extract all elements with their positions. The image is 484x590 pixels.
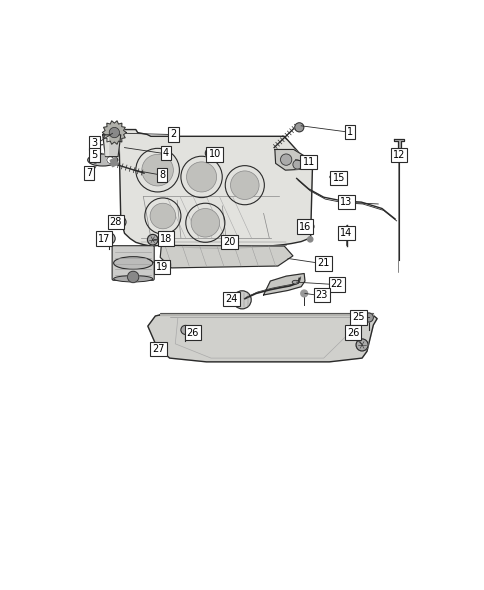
Ellipse shape	[88, 154, 118, 166]
Text: 10: 10	[208, 149, 220, 159]
Text: 4: 4	[163, 148, 168, 158]
Polygon shape	[263, 274, 304, 295]
Polygon shape	[393, 139, 403, 152]
Circle shape	[127, 271, 138, 283]
Text: 16: 16	[298, 221, 310, 231]
Circle shape	[205, 148, 215, 158]
Polygon shape	[148, 315, 377, 362]
Circle shape	[280, 154, 291, 165]
Ellipse shape	[329, 175, 335, 179]
Text: 18: 18	[159, 234, 172, 244]
Polygon shape	[102, 121, 126, 145]
Circle shape	[292, 160, 302, 169]
Text: 26: 26	[346, 327, 359, 337]
Text: 13: 13	[339, 197, 352, 207]
Text: 25: 25	[351, 313, 364, 323]
Text: 27: 27	[152, 344, 164, 353]
Circle shape	[109, 127, 119, 137]
Polygon shape	[160, 313, 372, 315]
Circle shape	[141, 155, 173, 186]
Polygon shape	[160, 245, 292, 268]
Circle shape	[294, 123, 303, 132]
Circle shape	[306, 223, 313, 230]
Circle shape	[300, 290, 307, 297]
Text: 21: 21	[317, 258, 329, 268]
Circle shape	[147, 234, 158, 245]
Circle shape	[355, 339, 367, 351]
Text: 7: 7	[86, 168, 92, 178]
Text: 5: 5	[91, 150, 97, 160]
Circle shape	[106, 156, 113, 163]
Circle shape	[233, 291, 251, 309]
Text: 19: 19	[156, 262, 168, 272]
Text: 23: 23	[315, 290, 327, 300]
Ellipse shape	[113, 276, 152, 282]
Text: 1: 1	[346, 127, 352, 137]
Text: 20: 20	[223, 237, 236, 247]
FancyBboxPatch shape	[112, 245, 154, 280]
Text: 28: 28	[109, 217, 122, 227]
Circle shape	[208, 152, 212, 155]
Circle shape	[363, 313, 373, 322]
Text: 14: 14	[339, 228, 352, 238]
Circle shape	[150, 203, 175, 229]
Circle shape	[104, 233, 115, 244]
Polygon shape	[103, 135, 121, 156]
Polygon shape	[274, 149, 304, 170]
Text: 15: 15	[332, 173, 344, 183]
Text: 26: 26	[186, 327, 199, 337]
Text: 11: 11	[302, 157, 314, 167]
Circle shape	[115, 217, 126, 227]
Text: 2: 2	[170, 129, 176, 139]
Text: 22: 22	[330, 280, 343, 290]
Circle shape	[155, 343, 163, 352]
Circle shape	[91, 142, 98, 150]
Text: 8: 8	[159, 170, 165, 180]
Circle shape	[91, 156, 98, 163]
Ellipse shape	[113, 257, 152, 269]
Text: 24: 24	[225, 294, 237, 304]
Polygon shape	[110, 158, 118, 167]
Circle shape	[181, 326, 190, 335]
Text: 3: 3	[91, 138, 97, 148]
Circle shape	[191, 208, 219, 237]
Circle shape	[230, 171, 258, 199]
Circle shape	[186, 162, 216, 192]
Circle shape	[307, 237, 312, 242]
Ellipse shape	[291, 280, 298, 284]
Polygon shape	[119, 130, 312, 248]
Text: 12: 12	[392, 150, 404, 160]
Text: 17: 17	[97, 234, 110, 244]
